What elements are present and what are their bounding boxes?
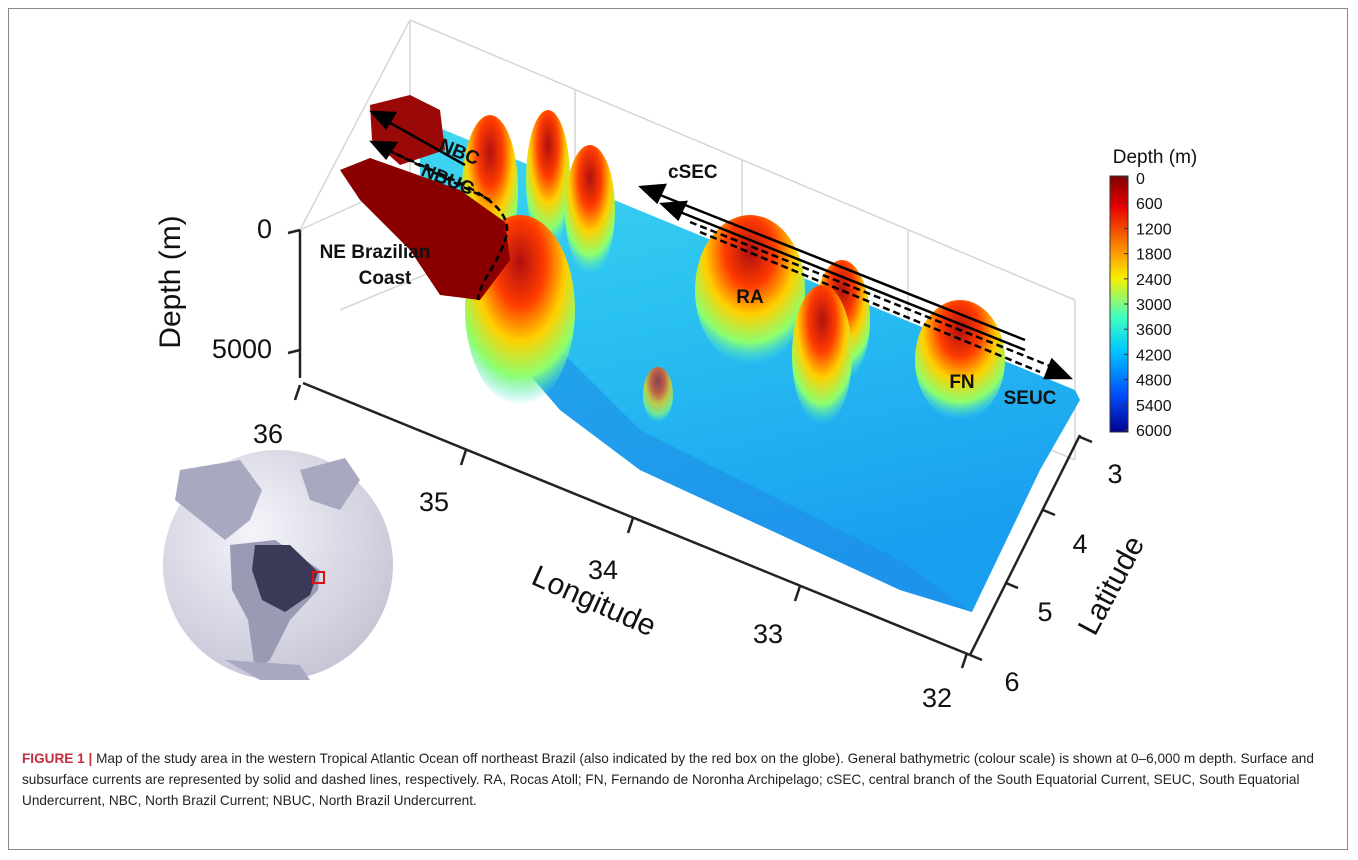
latitude-tick: 6 xyxy=(1004,667,1019,697)
colorbar-tick-label: 3600 xyxy=(1136,322,1172,339)
colorbar-tick-label: 600 xyxy=(1136,196,1163,213)
caption-text: Map of the study area in the western Tro… xyxy=(22,751,1314,808)
colorbar-tick-label: 3000 xyxy=(1136,297,1172,314)
colorbar-tick-label: 4200 xyxy=(1136,347,1172,364)
colorbar-tick-label: 1800 xyxy=(1136,247,1172,264)
longitude-tick: 35 xyxy=(419,487,449,517)
depth-label: Depth (m) xyxy=(154,215,187,348)
surface-shade xyxy=(500,300,972,612)
depth-tick: 0 xyxy=(257,214,272,244)
longitude-tick: 34 xyxy=(588,555,618,585)
annotation: cSEC xyxy=(668,162,718,183)
colorbar-tick-label: 0 xyxy=(1136,171,1145,188)
latitude-tick: 4 xyxy=(1072,529,1087,559)
colorbar-tick-label: 4800 xyxy=(1136,373,1172,390)
annotation: SEUC xyxy=(1004,388,1057,409)
annotation: RA xyxy=(736,287,764,308)
longitude-tick: 33 xyxy=(753,619,783,649)
caption-label: FIGURE 1 | xyxy=(22,751,93,766)
depth-tick: 5000 xyxy=(212,334,272,364)
colorbar-tick-label: 6000 xyxy=(1136,423,1172,440)
colorbar-title: Depth (m) xyxy=(1113,147,1197,168)
annotation: FN xyxy=(949,372,974,393)
colorbar-ticks: 0 600 1200 1800 2400 3000 3600 4200 4800 5400 6000 xyxy=(1124,171,1172,440)
coast-land xyxy=(340,158,510,300)
currents xyxy=(369,110,1074,380)
caption: FIGURE 1 | Map of the study area in the … xyxy=(22,748,1340,811)
colorbar-tick-label: 2400 xyxy=(1136,272,1172,289)
globe xyxy=(163,450,393,680)
annotation: NE Brazilian xyxy=(320,242,431,263)
latitude-tick: 3 xyxy=(1107,459,1122,489)
latitude-tick: 5 xyxy=(1037,597,1052,627)
longitude-tick: 36 xyxy=(253,419,283,449)
axes xyxy=(287,228,1093,669)
colorbar-tick-label: 1200 xyxy=(1136,221,1172,238)
longitude-tick: 32 xyxy=(922,683,952,713)
colorbar-tick-label: 5400 xyxy=(1136,398,1172,415)
annotation: Coast xyxy=(359,268,412,289)
figure: Depth (m) 0 5000 36 35 34 33 32 Longitud… xyxy=(154,19,1197,713)
figure-frame xyxy=(8,8,1348,850)
